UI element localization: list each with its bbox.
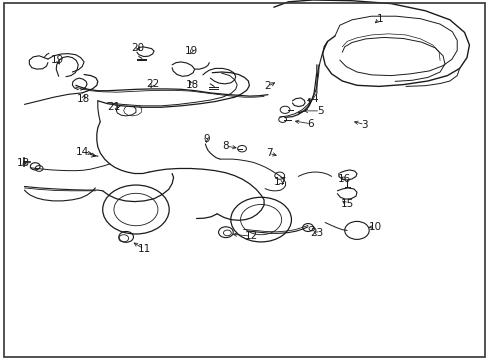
Text: 6: 6 <box>307 119 314 129</box>
Text: 19: 19 <box>184 46 198 56</box>
Text: 15: 15 <box>340 199 353 210</box>
Text: 3: 3 <box>361 120 367 130</box>
Text: 12: 12 <box>244 231 258 241</box>
Text: 11: 11 <box>137 244 151 254</box>
Text: 21: 21 <box>107 102 121 112</box>
Text: 7: 7 <box>265 148 272 158</box>
Text: 8: 8 <box>222 141 229 151</box>
Text: 2: 2 <box>264 81 271 91</box>
Text: 22: 22 <box>146 78 160 89</box>
Text: 18: 18 <box>76 94 90 104</box>
Text: 18: 18 <box>185 80 199 90</box>
Text: 17: 17 <box>273 177 287 187</box>
Text: 13: 13 <box>17 158 30 168</box>
Text: 5: 5 <box>316 106 323 116</box>
Text: 4: 4 <box>311 94 318 104</box>
Text: 19: 19 <box>51 55 64 66</box>
Text: 10: 10 <box>368 222 381 232</box>
Text: 20: 20 <box>131 42 144 53</box>
Text: 1: 1 <box>376 14 383 24</box>
Text: 9: 9 <box>203 134 209 144</box>
Text: 16: 16 <box>337 174 351 184</box>
Text: 14: 14 <box>75 147 89 157</box>
Text: 23: 23 <box>309 228 323 238</box>
